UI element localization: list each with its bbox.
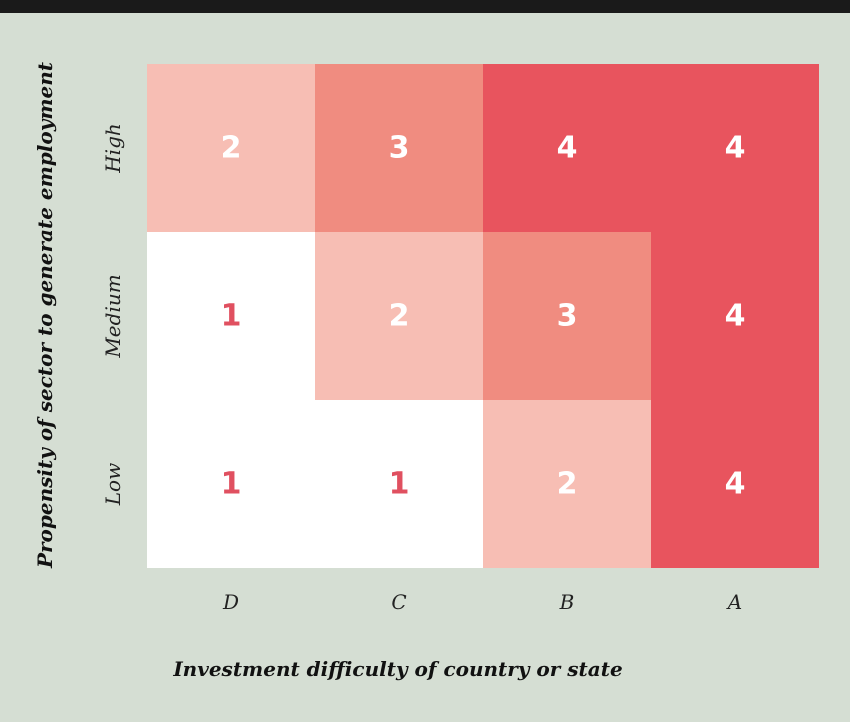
x-tick-label: A [726,590,742,614]
heatmap-cell-value: 4 [725,131,746,166]
heatmap-cell [147,64,315,232]
heatmap-cell-value: 2 [389,299,410,334]
heatmap-cell-value: 4 [725,467,746,502]
heatmap-cell [147,232,315,400]
heatmap-cell [483,64,651,232]
heatmap-cell-value: 1 [221,467,242,502]
heatmap-cell-value: 4 [557,131,578,166]
heatmap-cell [483,400,651,568]
heatmap-cell [315,400,483,568]
x-axis-title: Investment difficulty of country or stat… [172,657,622,681]
heatmap-cell [651,64,819,232]
heatmap-cell-value: 1 [389,467,410,502]
y-tick-label: High [101,123,125,174]
heatmap-cell [651,400,819,568]
heatmap-cell-value: 4 [725,299,746,334]
x-tick-label: C [391,590,406,614]
y-axis-title: Propensity of sector to generate employm… [33,61,57,569]
heatmap-cell-value: 2 [221,131,242,166]
heatmap-cell [315,64,483,232]
heatmap-cell-value: 1 [221,299,242,334]
x-tick-label: B [559,590,575,614]
x-tick-label: D [222,590,239,614]
heatmap-cell [315,232,483,400]
heatmap-cell-value: 3 [557,299,578,334]
top-bar [0,0,850,13]
heatmap-values: 2 3 4 4 1 2 3 4 1 1 2 4 [221,131,746,502]
y-tick-label: Low [101,463,125,506]
heatmap-cells [147,64,819,568]
heatmap-cell [147,400,315,568]
y-tick-labels: High Medium Low [101,123,125,506]
heatmap-cell-value: 2 [557,467,578,502]
heatmap-cell-value: 3 [389,131,410,166]
heatmap-cell [483,232,651,400]
y-tick-label: Medium [101,274,125,358]
heatmap-cell [651,232,819,400]
